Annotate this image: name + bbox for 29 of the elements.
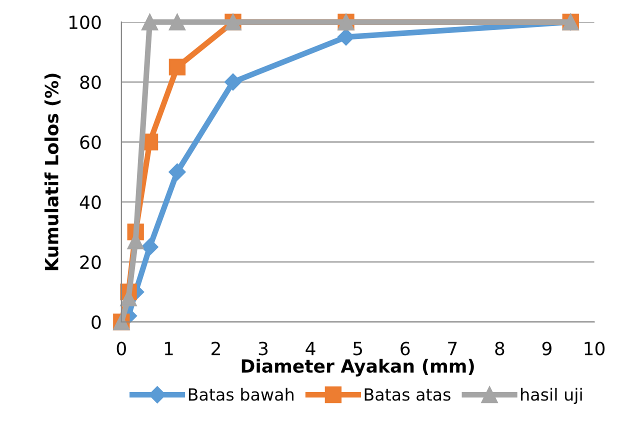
y-axis-title: Kumulatif Lolos (%) bbox=[44, 74, 61, 270]
y-tick-label: 60 bbox=[80, 135, 101, 150]
x-tick-label: 0 bbox=[116, 342, 126, 356]
point bbox=[337, 28, 355, 46]
legend-label: Batas atas bbox=[364, 388, 450, 401]
x-tick-label: 1 bbox=[164, 342, 173, 356]
y-tick-label: 0 bbox=[92, 315, 101, 330]
x-tick-label: 6 bbox=[400, 342, 410, 356]
y-tick-label: 40 bbox=[80, 195, 101, 210]
point bbox=[168, 14, 186, 30]
y-tick-label: 20 bbox=[80, 255, 101, 270]
point bbox=[168, 58, 186, 76]
point bbox=[224, 73, 242, 91]
y-tick-label: 80 bbox=[80, 75, 101, 90]
point bbox=[168, 163, 186, 181]
legend-label: hasil uji bbox=[521, 388, 582, 404]
x-tick-label: 10 bbox=[584, 342, 605, 356]
x-tick-label: 2 bbox=[212, 342, 220, 356]
y-tick-label: 100 bbox=[69, 16, 101, 30]
x-tick-label: 5 bbox=[353, 342, 362, 356]
point bbox=[141, 14, 158, 30]
point bbox=[141, 238, 158, 256]
x-tick-label: 9 bbox=[542, 342, 552, 356]
x-tick-label: 8 bbox=[495, 342, 504, 356]
x-tick-label: 4 bbox=[306, 342, 316, 356]
x-tick-label: 7 bbox=[448, 342, 457, 356]
legend-label: Batas bawah bbox=[188, 388, 294, 401]
x-axis-title: Diameter Ayakan (mm) bbox=[242, 358, 474, 376]
x-tick-label: 3 bbox=[258, 342, 268, 356]
